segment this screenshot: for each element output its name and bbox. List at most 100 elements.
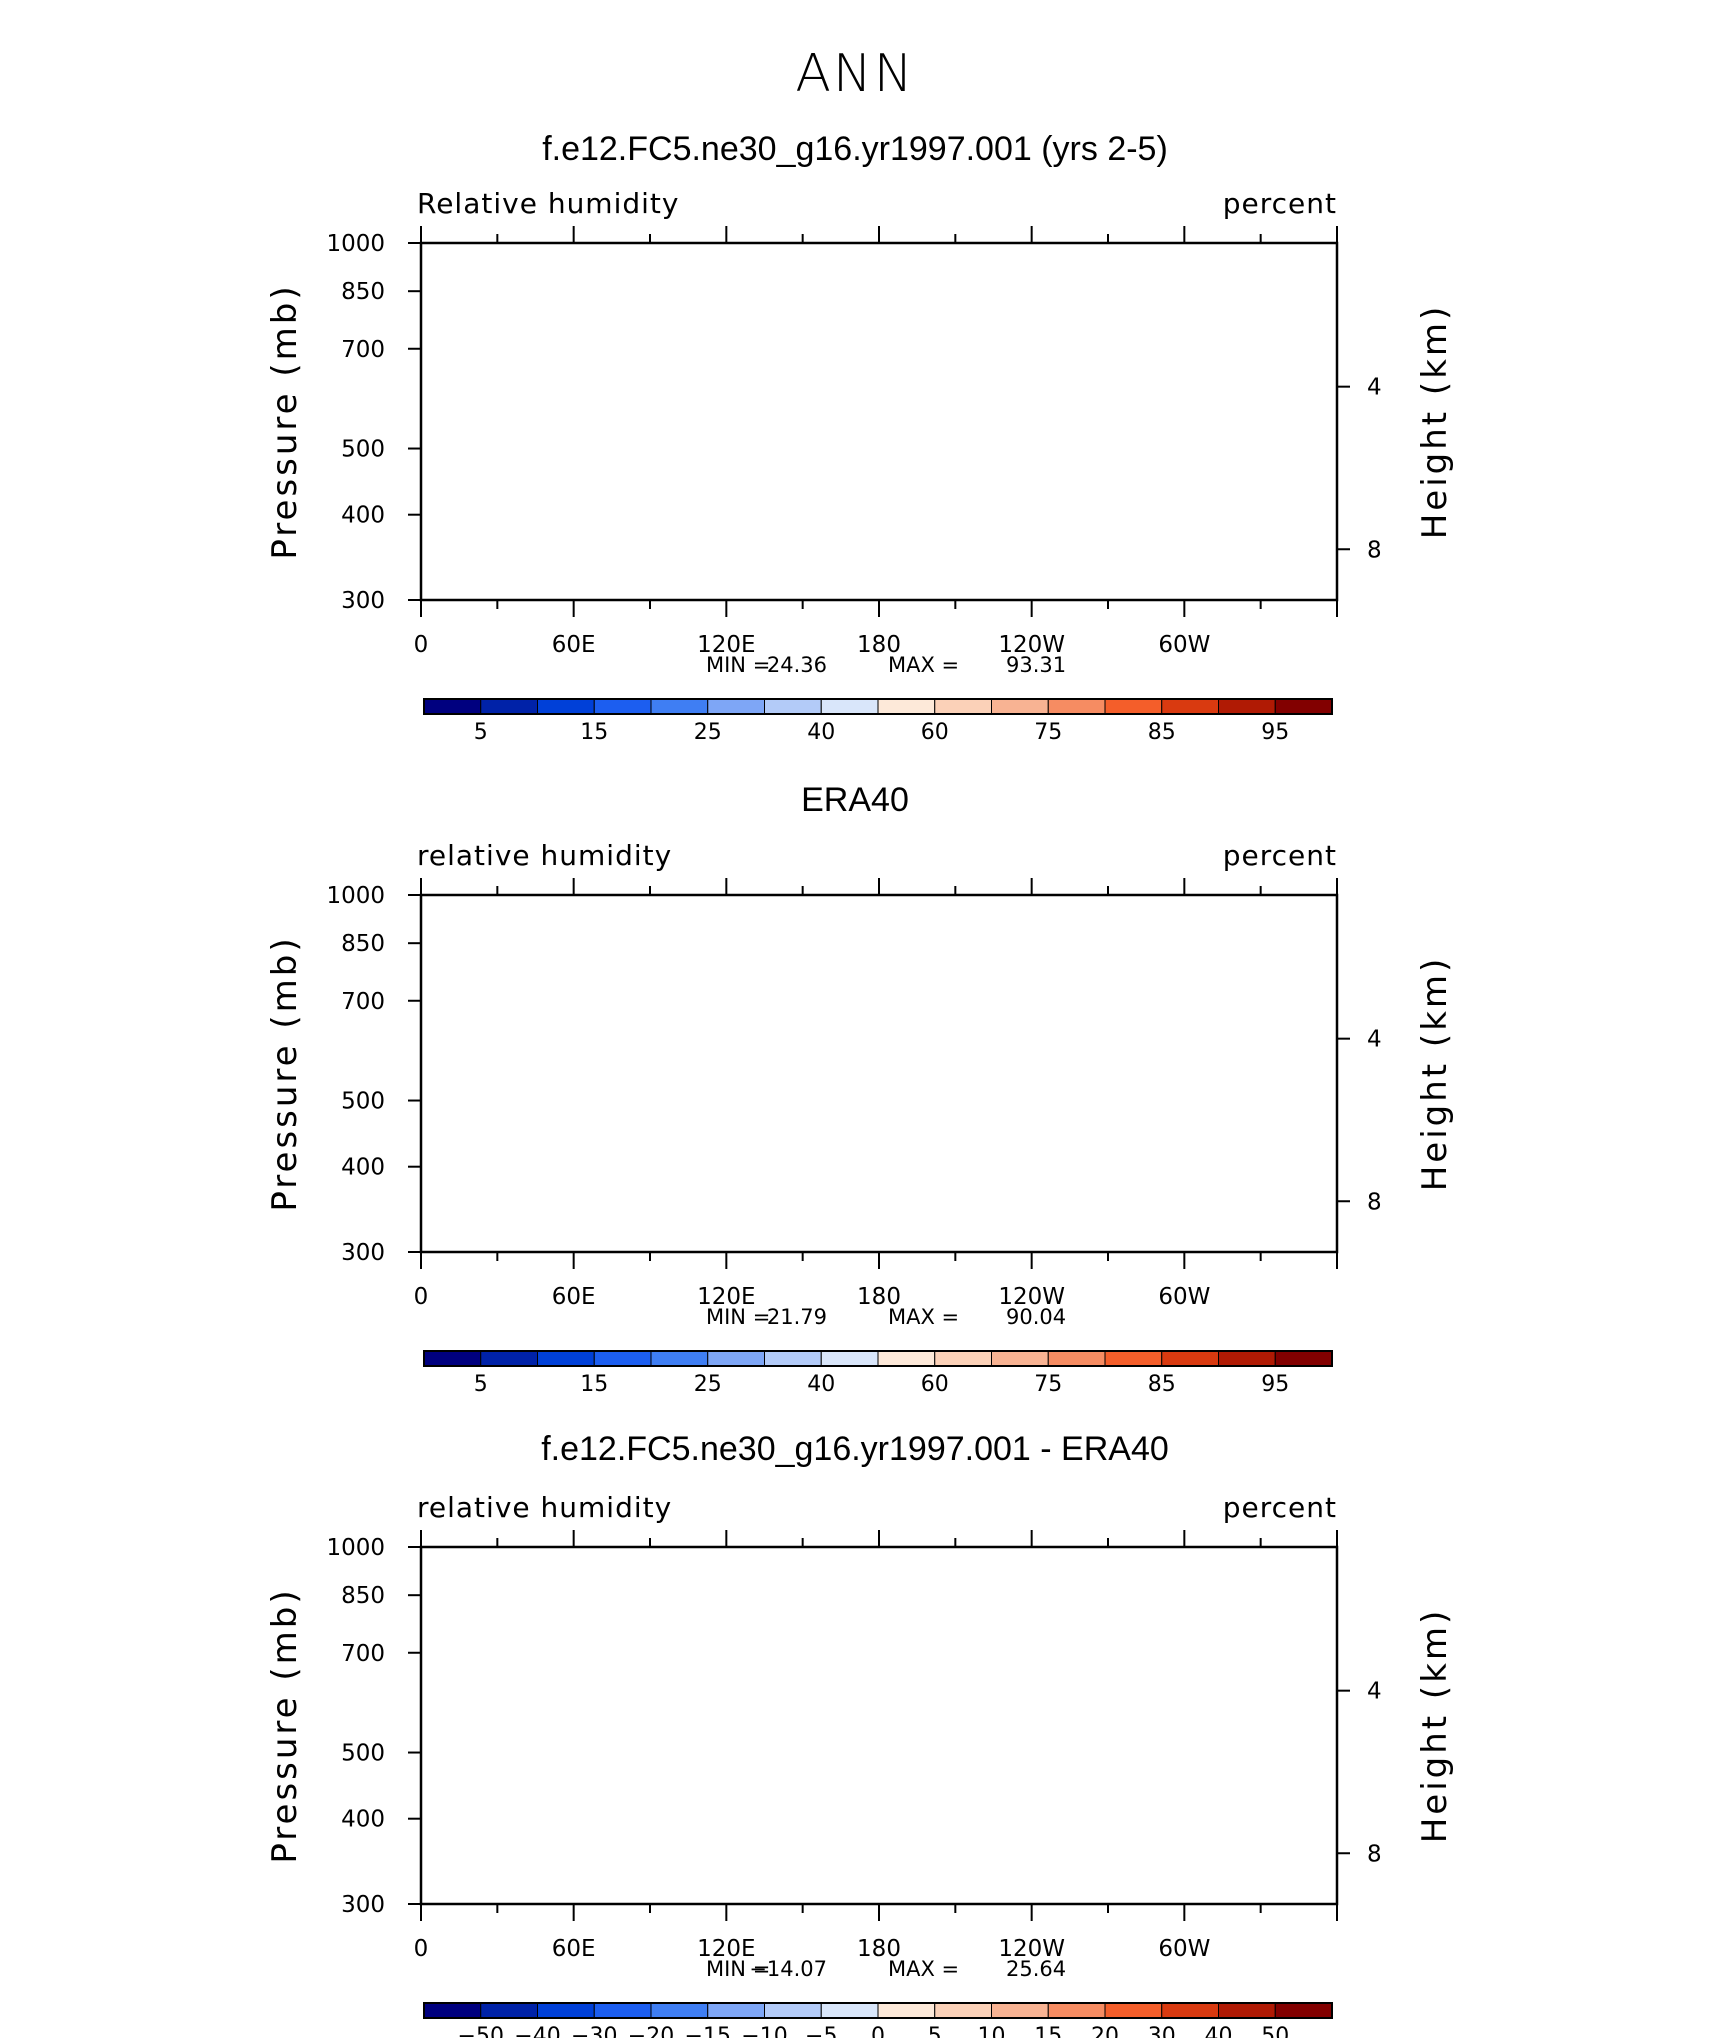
colorbar-swatch: [537, 698, 595, 715]
colorbar-1: 5 15 25 40 60 75 85 95: [423, 698, 1333, 745]
colorbar-label: 15: [580, 720, 608, 745]
colorbar-swatch: [991, 1350, 1049, 1367]
min-value: 21.79: [767, 1305, 827, 1329]
colorbar-swatch: [1104, 2002, 1163, 2019]
colorbar-swatch: [1104, 698, 1163, 715]
colorbar-label: 40: [1205, 2024, 1233, 2038]
colorbar-label: 60: [921, 1372, 949, 1397]
y-axis-label: Pressure (mb): [265, 935, 305, 1211]
colorbar-swatch: [1161, 1350, 1219, 1367]
y2-tick-label: 8: [1367, 537, 1382, 563]
colorbar-label: 10: [978, 2024, 1006, 2038]
colorbar-swatch: [877, 2002, 936, 2019]
y-tick-label: 1000: [326, 883, 385, 909]
variable-label: relative humidity: [417, 1491, 672, 1524]
plot-frame: [419, 241, 1339, 602]
y-tick-label: 300: [341, 588, 385, 614]
page-title: ANN: [795, 44, 915, 104]
colorbar-label: 85: [1148, 1372, 1176, 1397]
y-tick-label: 500: [341, 1741, 385, 1767]
y-axis-label: Pressure (mb): [265, 283, 305, 559]
variable-label: relative humidity: [417, 839, 672, 872]
colorbar-label: 5: [474, 720, 488, 745]
contour-panel-2: 300 400 500 700 850 1000 0 60E 120E 180 120W 60W 8 4 P…: [265, 839, 1455, 1329]
colorbar-swatch: [423, 2002, 482, 2019]
y2-tick-label: 8: [1367, 1841, 1382, 1867]
colorbar-swatch: [877, 1350, 936, 1367]
colorbar-swatch: [593, 698, 652, 715]
colorbar-swatch: [1218, 1350, 1276, 1367]
colorbar-swatch: [593, 2002, 652, 2019]
colorbar-swatch: [1218, 698, 1276, 715]
x-tick-label: 0: [414, 1284, 429, 1310]
colorbar-2: 5 15 25 40 60 75 85 95: [423, 1350, 1333, 1397]
colorbar-swatch: [1161, 698, 1219, 715]
colorbar-swatch: [991, 2002, 1049, 2019]
colorbar-swatch: [934, 698, 992, 715]
colorbar-label: 40: [807, 1372, 835, 1397]
colorbar-label: 25: [694, 720, 722, 745]
colorbar-label: −30: [571, 2024, 617, 2038]
colorbar-label: −20: [628, 2024, 674, 2038]
x-tick-label: 120W: [998, 1936, 1065, 1962]
x-tick-label: 180: [857, 1284, 901, 1310]
panel-1-title: f.e12.FC5.ne30_g16.yr1997.001 (yrs 2-5): [542, 130, 1168, 168]
colorbar-label: 5: [474, 1372, 488, 1397]
colorbar-label: 15: [580, 1372, 608, 1397]
plot-frame: [419, 1545, 1339, 1906]
y2-axis-label: Height (km): [1415, 956, 1455, 1192]
colorbar-swatch: [1274, 698, 1333, 715]
colorbar-swatch: [820, 1350, 879, 1367]
y-tick-label: 700: [341, 337, 385, 363]
y2-tick-label: 4: [1367, 375, 1382, 401]
colorbar-swatch: [650, 2002, 709, 2019]
colorbar-swatch: [1104, 1350, 1163, 1367]
min-label: MIN =: [706, 1305, 770, 1329]
plot-frame: [419, 893, 1339, 1254]
y2-tick-label: 8: [1367, 1189, 1382, 1215]
colorbar-label: 20: [1091, 2024, 1119, 2038]
y-tick-label: 400: [341, 503, 385, 529]
x-tick-label: 120W: [998, 632, 1065, 658]
colorbar-swatch: [707, 2002, 765, 2019]
colorbar-swatch: [820, 2002, 879, 2019]
colorbar-swatch: [1161, 2002, 1219, 2019]
max-value: 93.31: [1006, 653, 1066, 677]
x-tick-label: 120W: [998, 1284, 1065, 1310]
colorbar-label: 25: [694, 1372, 722, 1397]
x-tick-label: 60W: [1158, 1936, 1210, 1962]
colorbar-swatch: [423, 1350, 482, 1367]
x-tick-label: 60W: [1158, 632, 1210, 658]
variable-label: Relative humidity: [417, 187, 679, 220]
colorbar-label: 30: [1148, 2024, 1176, 2038]
y-tick-label: 500: [341, 437, 385, 463]
colorbar-label: 5: [928, 2024, 942, 2038]
colorbar-frame: [423, 1350, 1333, 1367]
y-tick-label: 1000: [326, 1535, 385, 1561]
colorbar-swatch: [480, 1350, 538, 1367]
colorbar-frame: [423, 698, 1333, 715]
contour-panel-3: 300 400 500 700 850 1000 0 60E 120E 180 120W 60W 8 4 P…: [265, 1491, 1455, 1981]
colorbar-label: 75: [1034, 720, 1062, 745]
x-tick-label: 60W: [1158, 1284, 1210, 1310]
min-label: MIN =: [706, 1957, 770, 1981]
x-tick-label: 180: [857, 1936, 901, 1962]
colorbar-swatch: [877, 698, 936, 715]
colorbar-swatch: [764, 1350, 822, 1367]
colorbar-label: 95: [1261, 1372, 1289, 1397]
y-tick-label: 700: [341, 1641, 385, 1667]
max-value: 25.64: [1006, 1957, 1066, 1981]
units-label: percent: [1223, 187, 1337, 220]
y-tick-label: 500: [341, 1089, 385, 1115]
colorbar-label: −50: [458, 2024, 504, 2038]
y-tick-label: 850: [341, 279, 385, 305]
panel-2-title: ERA40: [801, 781, 909, 819]
colorbar-swatch: [1274, 2002, 1333, 2019]
colorbar-label: −10: [741, 2024, 787, 2038]
contour-panel-1: 300 400 500 700 850 1000 0 60E 120E 180 120W 60W 8 4 P…: [265, 187, 1455, 677]
colorbar-swatch: [764, 698, 822, 715]
y-tick-label: 300: [341, 1240, 385, 1266]
colorbar-label: −40: [514, 2024, 560, 2038]
x-tick-label: 120E: [697, 632, 755, 658]
